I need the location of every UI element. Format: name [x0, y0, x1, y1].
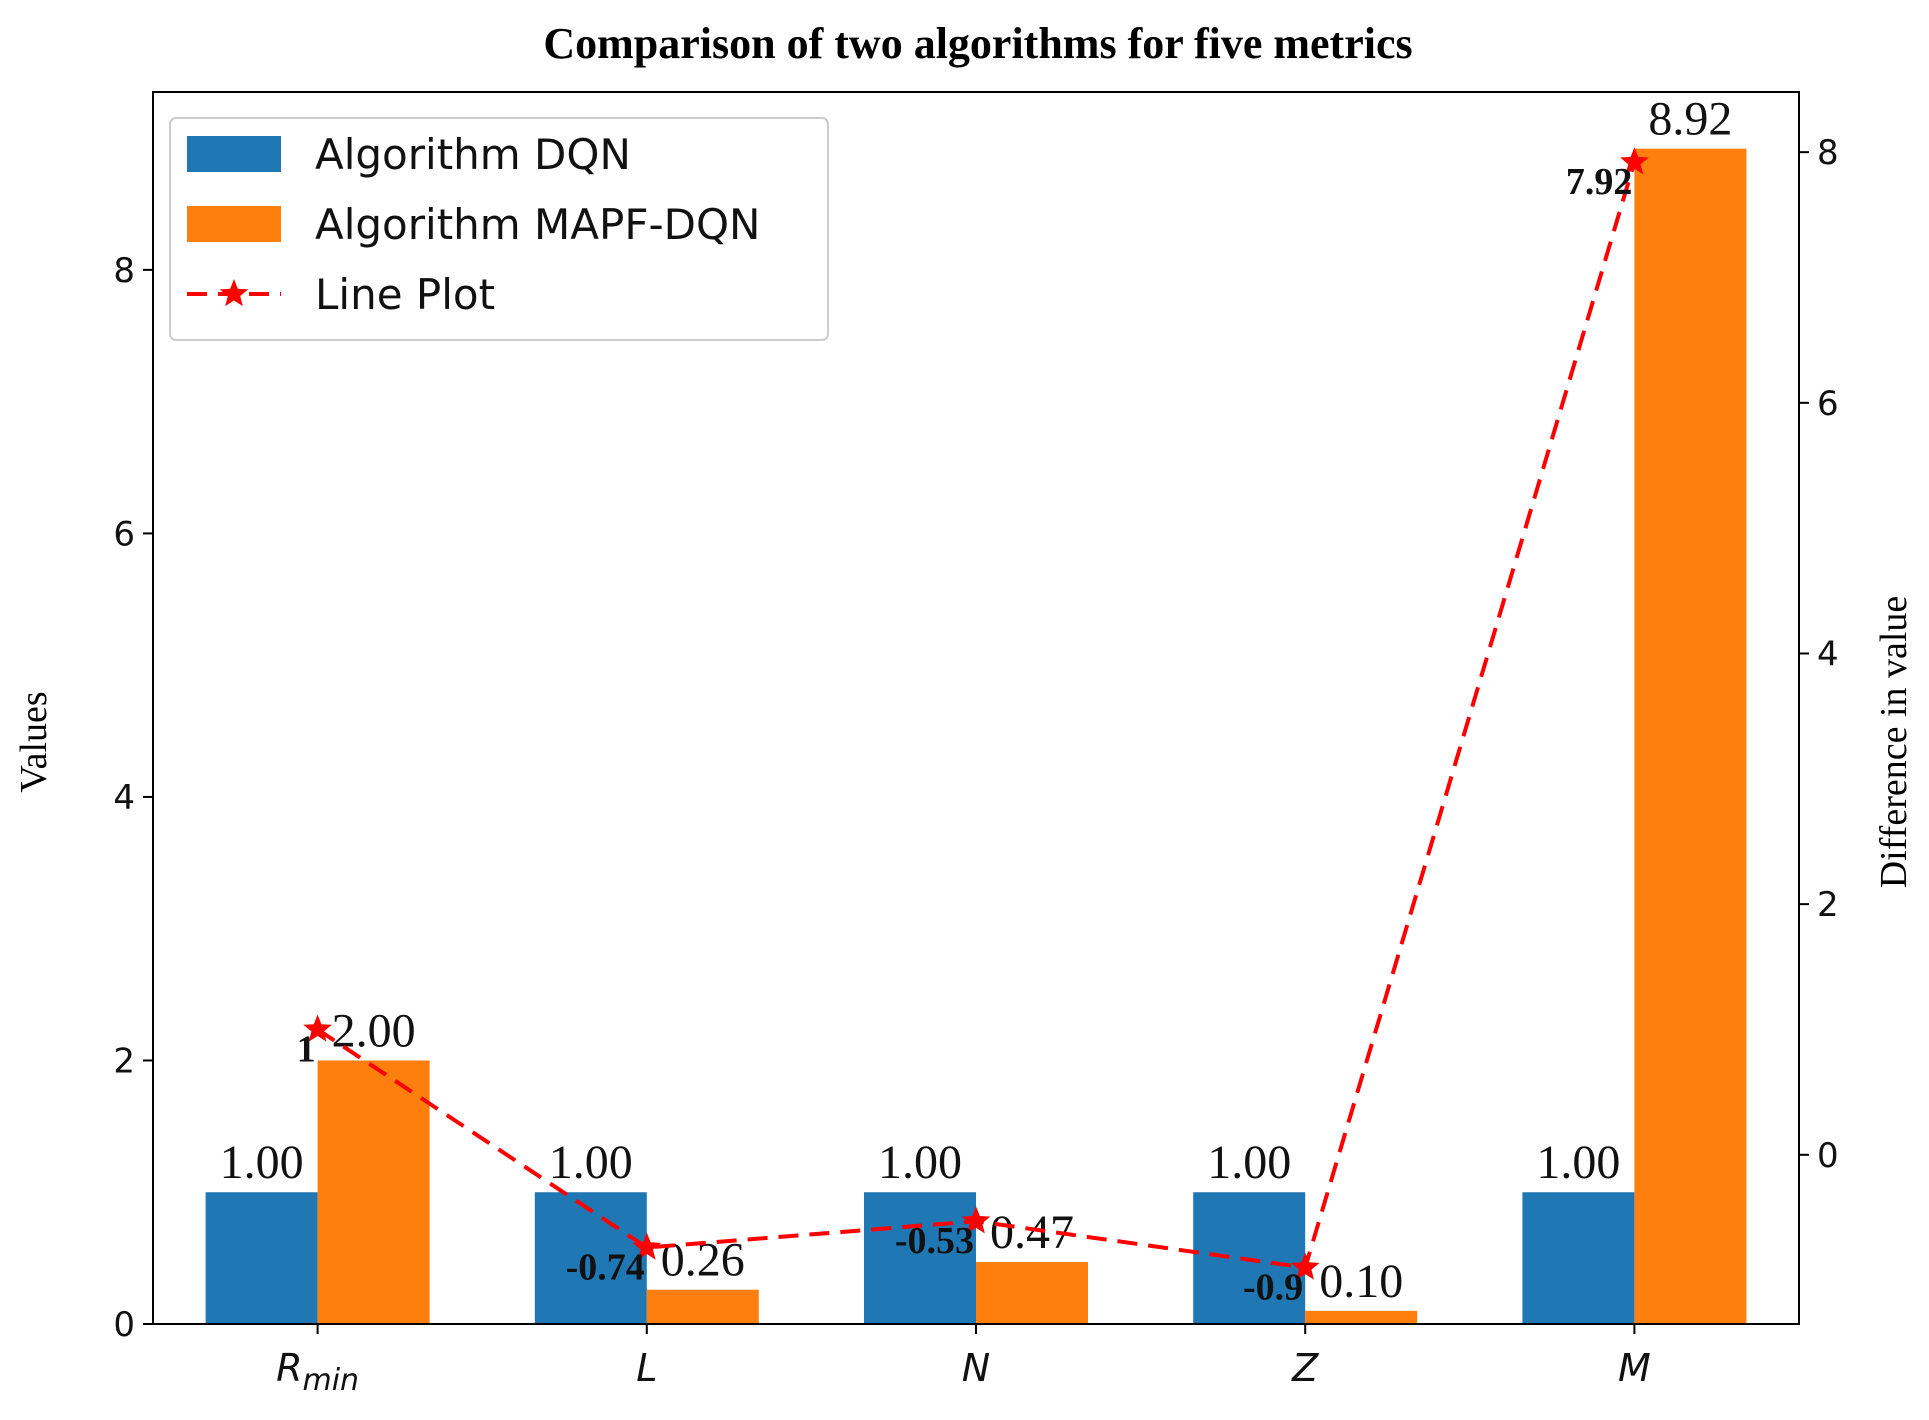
x-tick-label-3: Z [1291, 1346, 1319, 1390]
mapf-dqn-bar-2 [976, 1262, 1088, 1324]
difference-marker-3 [1290, 1252, 1320, 1280]
x-tick-main-4: M [1618, 1346, 1651, 1390]
x-tick-main-0: R [276, 1346, 302, 1390]
y-tick-label-2: 4 [113, 778, 135, 818]
difference-marker-4 [1620, 147, 1649, 175]
mapf-dqn-bar-3 [1305, 1310, 1418, 1324]
dqn-value-label-4: 1.00 [1536, 1136, 1620, 1189]
y-tick-label-0: 0 [113, 1305, 135, 1345]
dqn-value-label-1: 1.00 [549, 1136, 633, 1189]
dqn-bar-1 [534, 1192, 647, 1324]
dqn-bar-2 [864, 1192, 976, 1324]
x-tick-label-1: L [636, 1346, 657, 1390]
y-tick-label-3: 6 [113, 514, 135, 554]
legend-dqn-label: Algorithm DQN [315, 130, 631, 179]
difference-marker-2 [961, 1206, 991, 1234]
legend-box [169, 117, 829, 341]
y2-tick-label-2: 4 [1817, 634, 1839, 674]
difference-marker-1 [632, 1232, 662, 1260]
dqn-value-label-3: 1.00 [1207, 1136, 1291, 1189]
y2-tick-label-1: 2 [1817, 885, 1839, 925]
mapf-dqn-bar-0 [317, 1060, 430, 1324]
legend-line-label: Line Plot [315, 270, 495, 319]
difference-label-2: -0.53 [895, 1220, 974, 1262]
difference-label-4: 7.92 [1566, 161, 1633, 203]
mapf-dqn-value-label-0: 2.00 [332, 1004, 416, 1057]
dqn-bar-0 [205, 1192, 318, 1324]
x-tick-label-4: M [1618, 1346, 1651, 1390]
x-tick-main-3: Z [1291, 1346, 1319, 1390]
legend-mapf-dqn-label: Algorithm MAPF-DQN [315, 200, 760, 249]
y-tick-label-4: 8 [113, 251, 135, 291]
dqn-value-label-0: 1.00 [220, 1136, 304, 1189]
y2-tick-label-0: 0 [1817, 1136, 1839, 1176]
x-tick-sub-0: min [303, 1363, 360, 1398]
x-tick-label-0: Rmin [276, 1346, 359, 1398]
mapf-dqn-bar-1 [646, 1289, 759, 1324]
legend-mapf-dqn-swatch [187, 206, 281, 242]
difference-label-1: -0.74 [566, 1247, 645, 1289]
chart-title: Comparison of two algorithms for five me… [543, 19, 1412, 68]
mapf-dqn-value-label-3: 0.10 [1319, 1255, 1403, 1308]
y2-axis-title: Difference in value [1873, 596, 1915, 889]
legend-dqn-swatch [187, 136, 281, 172]
y-axis-title: Values [13, 691, 55, 792]
mapf-dqn-bar-4 [1634, 148, 1747, 1325]
difference-marker-0 [303, 1014, 332, 1042]
difference-label-3: -0.9 [1243, 1267, 1303, 1309]
dqn-value-label-2: 1.00 [878, 1136, 962, 1189]
difference-label-0: 1 [297, 1028, 316, 1070]
dqn-bar-4 [1522, 1192, 1635, 1324]
y-tick-label-1: 2 [113, 1041, 135, 1081]
y2-tick-label-4: 8 [1817, 133, 1839, 173]
mapf-dqn-value-label-4: 8.92 [1648, 93, 1732, 146]
x-tick-main-1: L [636, 1346, 657, 1390]
x-tick-label-2: N [962, 1346, 990, 1390]
legend-line-marker [219, 279, 249, 307]
x-tick-main-2: N [962, 1346, 990, 1390]
y2-tick-label-3: 6 [1817, 384, 1839, 424]
